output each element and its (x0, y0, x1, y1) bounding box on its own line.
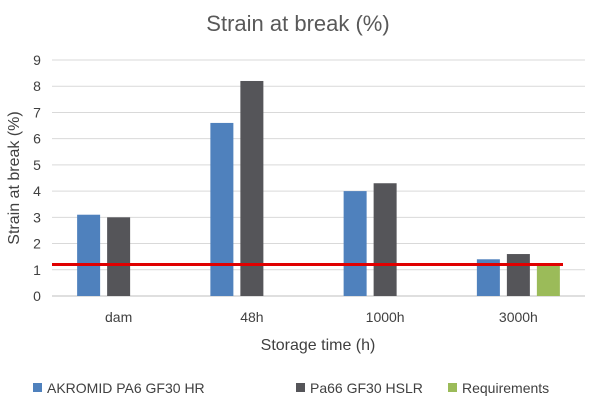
x-axis-ticks: dam 48h 1000h 3000h (105, 309, 538, 325)
x-axis-title: Storage time (h) (261, 337, 376, 354)
legend-label: AKROMID PA6 GF30 HR (47, 380, 205, 396)
legend-swatch (33, 383, 42, 392)
legend-label: Requirements (462, 380, 549, 396)
y-tick-label: 1 (33, 262, 41, 278)
bar-akromid-pa6-gf30-hr-1000h (343, 191, 367, 296)
y-tick-label: 8 (33, 78, 41, 94)
bar-akromid-pa6-gf30-hr-48h (210, 122, 234, 296)
legend-label: Pa66 GF30 HSLR (310, 380, 423, 396)
y-tick-label: 4 (33, 183, 41, 199)
chart-title: Strain at break (%) (206, 11, 389, 36)
y-tick-label: 9 (33, 52, 41, 68)
bar-akromid-pa6-gf30-hr-3000h (476, 259, 500, 296)
x-tick-label: 3000h (499, 309, 538, 325)
legend: AKROMID PA6 GF30 HR Pa66 GF30 HSLR Require… (33, 380, 549, 396)
y-tick-label: 5 (33, 157, 41, 173)
legend-swatch (448, 383, 457, 392)
x-tick-label: dam (105, 309, 132, 325)
bar-requirements-3000h (536, 264, 560, 296)
y-tick-label: 7 (33, 104, 41, 120)
gridlines (52, 59, 585, 297)
bar-pa66-gf30-hslr-48h (240, 80, 264, 296)
bars (77, 80, 560, 296)
y-axis-ticks: 0 1 2 3 4 5 6 7 8 9 (33, 52, 41, 304)
bar-pa66-gf30-hslr-1000h (373, 183, 397, 296)
y-tick-label: 3 (33, 209, 41, 225)
legend-swatch (296, 383, 305, 392)
bar-pa66-gf30-hslr-dam (107, 217, 131, 296)
y-tick-label: 2 (33, 236, 41, 252)
y-tick-label: 6 (33, 131, 41, 147)
bar-akromid-pa6-gf30-hr-dam (77, 214, 101, 296)
x-tick-label: 1000h (366, 309, 405, 325)
y-tick-label: 0 (33, 288, 41, 304)
y-axis-title: Strain at break (%) (6, 111, 23, 244)
x-tick-label: 48h (240, 309, 263, 325)
bar-pa66-gf30-hslr-3000h (506, 254, 530, 296)
